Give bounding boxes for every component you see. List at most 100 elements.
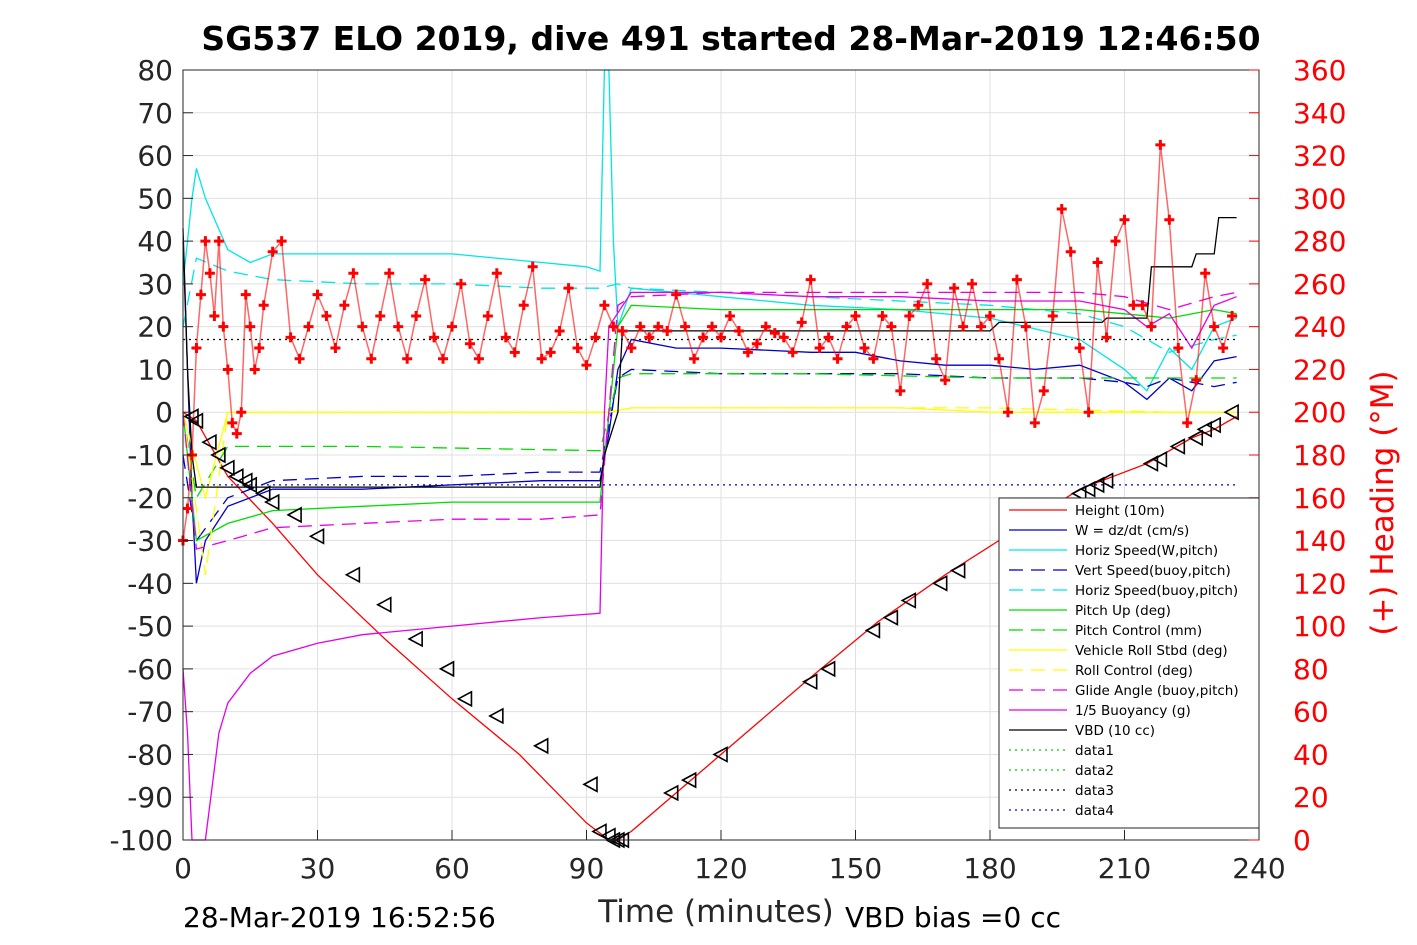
- heading-marker: [455, 278, 466, 289]
- y-right-tick-label: 100: [1293, 610, 1346, 643]
- y-left-tick-label: -90: [127, 781, 173, 814]
- heading-marker: [751, 338, 762, 349]
- dive-marker: [286, 506, 302, 524]
- dive-marker: [376, 596, 392, 614]
- x-axis-label: Time (minutes): [597, 894, 833, 930]
- series-line-vbd-10-cc: [182, 216, 1237, 488]
- heading-marker: [1173, 343, 1184, 354]
- heading-marker: [1200, 268, 1211, 279]
- heading-marker: [1218, 343, 1229, 354]
- legend-label: data3: [1075, 783, 1114, 799]
- legend-label: Height (10m): [1075, 503, 1165, 519]
- heading-marker: [182, 503, 193, 514]
- heading-marker: [733, 325, 744, 336]
- heading-marker: [195, 289, 206, 300]
- heading-marker: [895, 385, 906, 396]
- dive-marker: [263, 493, 280, 511]
- legend-label: Horiz Speed(W,pitch): [1075, 543, 1218, 559]
- heading-marker: [464, 338, 475, 349]
- heading-marker: [1083, 407, 1094, 418]
- heading-marker: [805, 274, 816, 285]
- heading-marker: [877, 310, 888, 321]
- heading-marker: [339, 300, 350, 311]
- heading-marker: [276, 236, 287, 247]
- footer-vbd-bias: VBD bias =0 cc: [845, 901, 1061, 934]
- heading-marker: [617, 325, 628, 336]
- y-left-tick-labels: -100-90-80-70-60-50-40-30-20-10010203040…: [109, 54, 193, 857]
- chart-title: SG537 ELO 2019, dive 491 started 28-Mar-…: [201, 19, 1260, 58]
- y-left-tick-label: -100: [109, 824, 173, 857]
- y-left-tick-label: -70: [127, 696, 173, 729]
- heading-marker: [707, 321, 718, 332]
- dive-marker: [1088, 476, 1105, 494]
- dive-marker: [864, 622, 881, 639]
- heading-marker: [204, 268, 215, 279]
- dive-marker: [801, 673, 818, 691]
- dive-marker: [662, 784, 679, 802]
- x-tick-label: 180: [963, 852, 1016, 885]
- heading-marker: [940, 375, 951, 386]
- heading-marker: [778, 332, 789, 343]
- dive-marker: [407, 630, 423, 648]
- heading-marker: [662, 325, 673, 336]
- x-tick-label: 120: [694, 852, 747, 885]
- heading-marker: [572, 343, 583, 354]
- heading-marker: [447, 321, 457, 332]
- heading-marker: [191, 343, 202, 354]
- heading-marker: [787, 347, 798, 358]
- heading-marker: [1047, 310, 1058, 321]
- heading-marker: [724, 310, 735, 321]
- heading-marker: [1002, 407, 1013, 418]
- y-right-tick-label: 360: [1293, 54, 1346, 87]
- dive-marker: [1142, 455, 1159, 472]
- y-left-tick-label: 20: [137, 311, 173, 344]
- y-left-tick-label: -50: [127, 610, 173, 643]
- dive-marker: [532, 737, 549, 755]
- heading-marker: [240, 289, 251, 300]
- heading-marker: [626, 343, 637, 354]
- heading-marker: [482, 310, 493, 321]
- heading-marker: [249, 364, 260, 375]
- heading-marker: [209, 310, 220, 321]
- dive-marker: [680, 771, 697, 789]
- heading-marker: [1092, 257, 1103, 268]
- y-left-tick-label: 30: [137, 268, 173, 301]
- heading-marker: [227, 417, 238, 428]
- y-right-tick-label: 240: [1293, 311, 1346, 344]
- heading-marker: [1020, 321, 1031, 332]
- series-line-height-10m: [182, 411, 1237, 841]
- heading-marker: [536, 353, 547, 364]
- heading-marker: [518, 300, 529, 311]
- heading-marker: [267, 246, 278, 257]
- heading-marker: [375, 310, 386, 321]
- heading-marker: [590, 332, 601, 343]
- heading-marker: [1101, 332, 1112, 343]
- heading-marker: [1056, 204, 1067, 215]
- heading-marker: [1128, 300, 1139, 311]
- dive-marker: [882, 609, 899, 626]
- heading-marker: [1155, 139, 1166, 150]
- series-line-horiz-speed-w-pitch: [182, 69, 1237, 392]
- heading-marker: [258, 300, 269, 311]
- heading-marker: [581, 360, 592, 371]
- heading-marker: [689, 353, 700, 364]
- x-tick-label: 240: [1232, 852, 1285, 885]
- heading-marker: [823, 332, 834, 343]
- dive-marker: [344, 566, 361, 584]
- y-left-tick-label: -40: [127, 567, 173, 600]
- x-tick-label: 90: [569, 852, 605, 885]
- y-right-tick-label: 80: [1293, 653, 1329, 686]
- dive-marker: [438, 660, 455, 678]
- heading-marker: [698, 332, 709, 343]
- heading-marker: [671, 289, 682, 300]
- y-right-tick-label: 40: [1293, 738, 1329, 771]
- y-right-tick-label: 180: [1293, 439, 1346, 472]
- heading-marker: [967, 278, 978, 289]
- heading-marker: [985, 310, 995, 321]
- dive-marker: [900, 592, 917, 609]
- dive-marker: [456, 690, 473, 708]
- heading-marker: [231, 428, 242, 439]
- y-left-tick-label: 40: [137, 225, 173, 258]
- heading-marker: [949, 283, 960, 294]
- heading-marker: [491, 268, 502, 279]
